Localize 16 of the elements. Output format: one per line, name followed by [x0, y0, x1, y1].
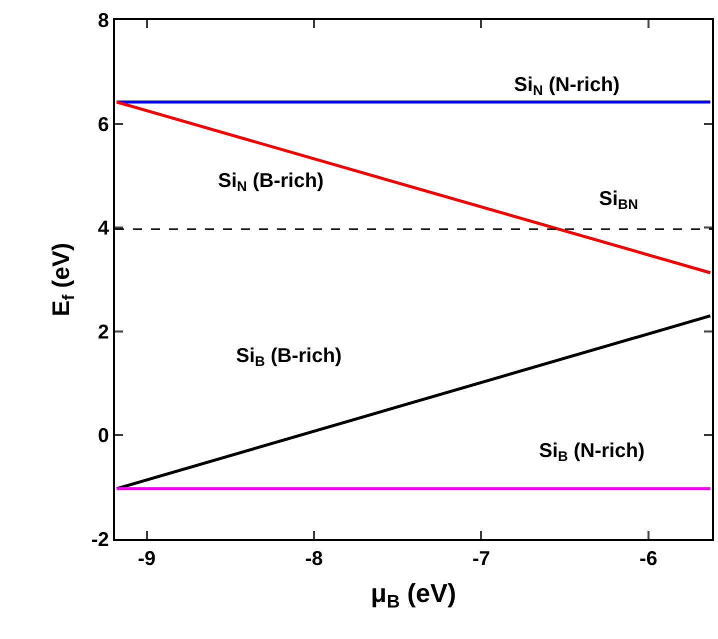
y-tick-label: 4	[98, 218, 110, 240]
series-label: Si$_{N}$ (N-rich)	[514, 74, 620, 98]
y-tick-label: 0	[98, 425, 109, 448]
series-label: Si$_{N}$ (B-rich)	[218, 170, 324, 194]
x-tick-label: -6	[640, 548, 658, 570]
ref-line-label: Si$_{BN}$	[599, 188, 638, 212]
y-tick-label: 8	[98, 10, 109, 32]
x-tick-label: -7	[472, 548, 490, 570]
y-tick-label: -2	[91, 529, 109, 551]
x-tick-label: -8	[305, 548, 323, 570]
series-label: Si$_{B}$ (N-rich)	[539, 440, 645, 464]
text: Si$_{B}$ (B-rich)	[236, 345, 342, 370]
x-axis-title: μ$_{B}$ (eV)	[370, 578, 456, 612]
x-tick-label: -9	[138, 548, 156, 570]
y-tick-label: 2	[98, 321, 109, 344]
y-tick-label: 6	[98, 114, 109, 136]
